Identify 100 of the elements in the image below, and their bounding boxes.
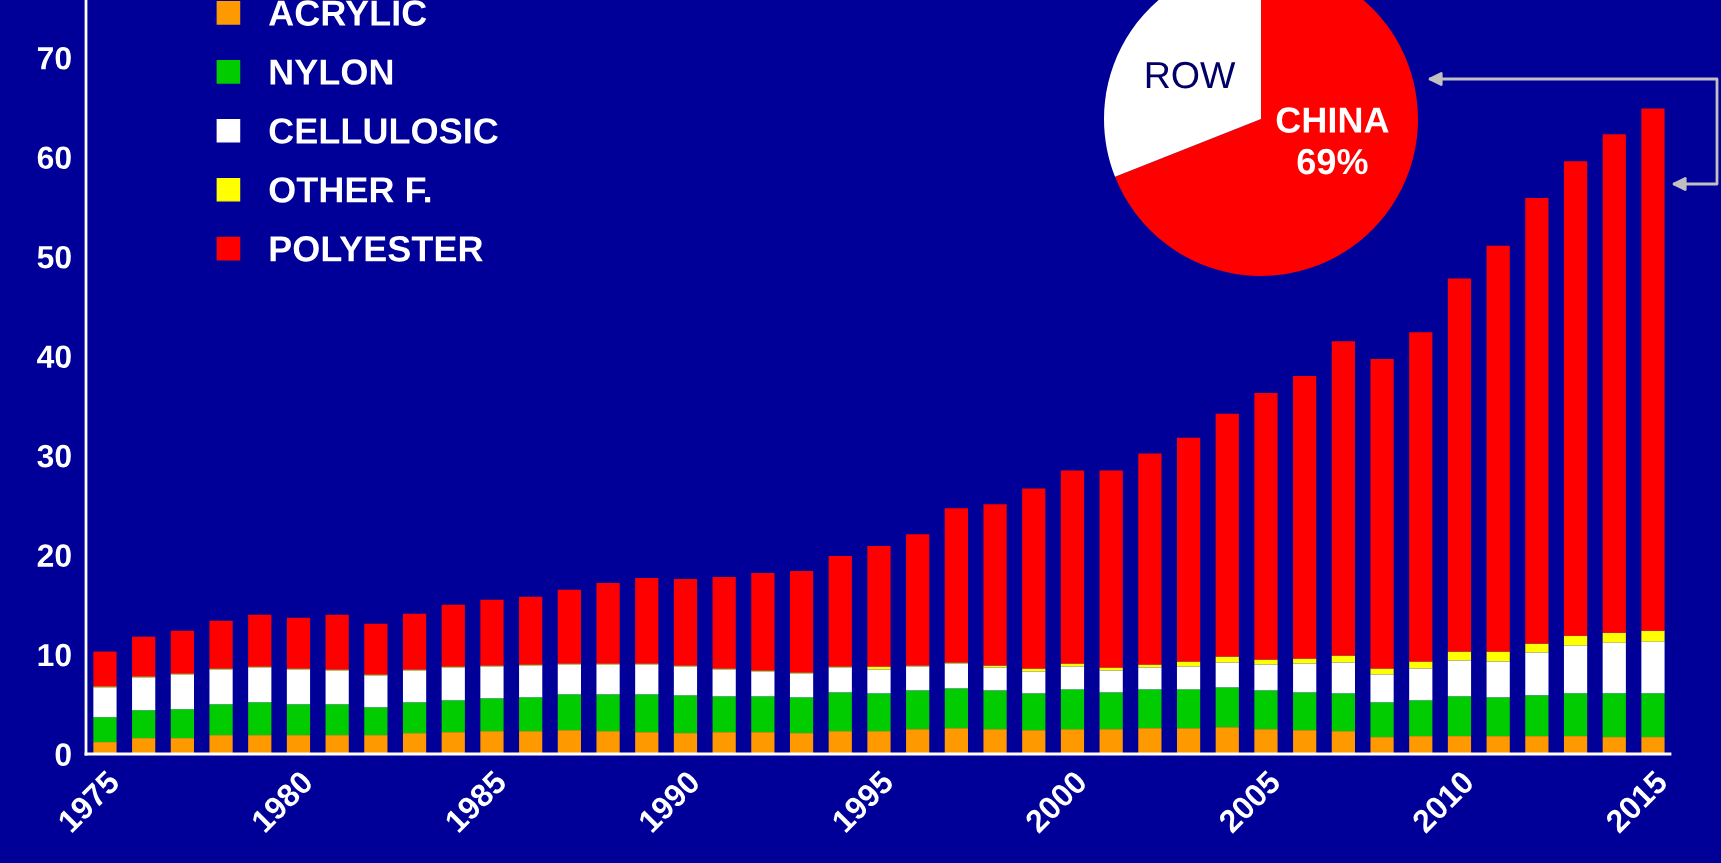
bar [635, 732, 659, 754]
bar [364, 623, 388, 675]
bar [519, 697, 543, 732]
bar [596, 582, 620, 664]
bar [325, 735, 349, 754]
bar [1099, 670, 1123, 693]
bar [1641, 108, 1665, 631]
bar [1176, 689, 1201, 729]
bar [1215, 413, 1239, 657]
y-tick-label: 50 [37, 245, 71, 269]
bar [1060, 729, 1085, 754]
bar [1138, 728, 1162, 754]
bar [1486, 245, 1510, 652]
bar [1602, 134, 1626, 633]
bar [828, 556, 852, 667]
bar [93, 687, 117, 718]
bar [1447, 736, 1472, 754]
bar [1138, 453, 1162, 665]
bar [1409, 661, 1433, 669]
bar [1370, 674, 1394, 703]
bar [1370, 737, 1394, 754]
bar [557, 730, 581, 754]
bar [1447, 696, 1472, 737]
bar [1099, 470, 1123, 668]
bar [170, 738, 194, 754]
bar [789, 570, 814, 673]
bar [596, 664, 620, 695]
bar [132, 677, 156, 711]
bar [209, 669, 233, 705]
bar [1215, 687, 1239, 728]
bar [712, 576, 736, 669]
bar [828, 667, 852, 693]
bar [1293, 663, 1317, 693]
bar [712, 669, 736, 697]
y-tick-label: 40 [37, 345, 71, 368]
bar [1563, 161, 1588, 636]
bar [132, 738, 156, 754]
bar [1525, 643, 1549, 653]
bar [983, 729, 1007, 754]
bar [789, 697, 814, 734]
bar [1486, 697, 1510, 737]
bar [1099, 692, 1123, 730]
slice-label: CHINA [1276, 107, 1389, 133]
bar [673, 695, 698, 734]
bar [751, 732, 775, 754]
bar [1563, 693, 1588, 737]
bar [402, 670, 427, 703]
bar [286, 704, 311, 736]
bar [789, 733, 814, 754]
legend-label: POLYESTER [270, 236, 483, 262]
bar [596, 694, 620, 732]
data-label: 69% [1297, 148, 1368, 175]
bar [480, 731, 504, 754]
bar [1525, 197, 1549, 644]
bar [132, 636, 156, 677]
bar [93, 651, 117, 687]
y-tick-label: 30 [37, 444, 71, 468]
bar [441, 732, 465, 754]
bar [867, 731, 891, 754]
bar [286, 617, 311, 669]
bar [828, 692, 852, 732]
bar [867, 693, 891, 732]
slice-label: ROW [1146, 61, 1236, 89]
bar [402, 702, 427, 734]
bar [751, 671, 775, 697]
bar [1215, 727, 1239, 754]
y-tick-label: 0 [55, 743, 71, 766]
bar [1641, 737, 1665, 754]
bar [1254, 690, 1278, 730]
bar [1602, 693, 1626, 738]
bar [1215, 662, 1239, 688]
bar [1525, 695, 1549, 737]
bar [248, 735, 272, 754]
bar [1254, 664, 1278, 691]
bar [1293, 376, 1317, 659]
bar [1447, 278, 1472, 652]
bar [1525, 652, 1549, 696]
bar [867, 666, 891, 670]
bar [132, 710, 156, 739]
bar [170, 630, 194, 674]
bar [441, 604, 465, 667]
bar [673, 666, 698, 696]
bar [325, 704, 349, 736]
bar [944, 508, 968, 663]
bar [1099, 667, 1123, 671]
bar [1447, 660, 1472, 697]
bar [944, 688, 968, 729]
bar [1641, 630, 1665, 642]
bar [364, 707, 388, 736]
bar [906, 729, 930, 754]
y-tick-label: 60 [37, 146, 71, 170]
bar [1060, 666, 1085, 690]
bar [1563, 645, 1588, 694]
bar [557, 589, 581, 664]
bar [867, 669, 891, 694]
bar [1641, 641, 1665, 694]
bar [673, 578, 698, 666]
bar [1060, 689, 1085, 730]
bar [828, 731, 852, 754]
bar [712, 732, 736, 754]
